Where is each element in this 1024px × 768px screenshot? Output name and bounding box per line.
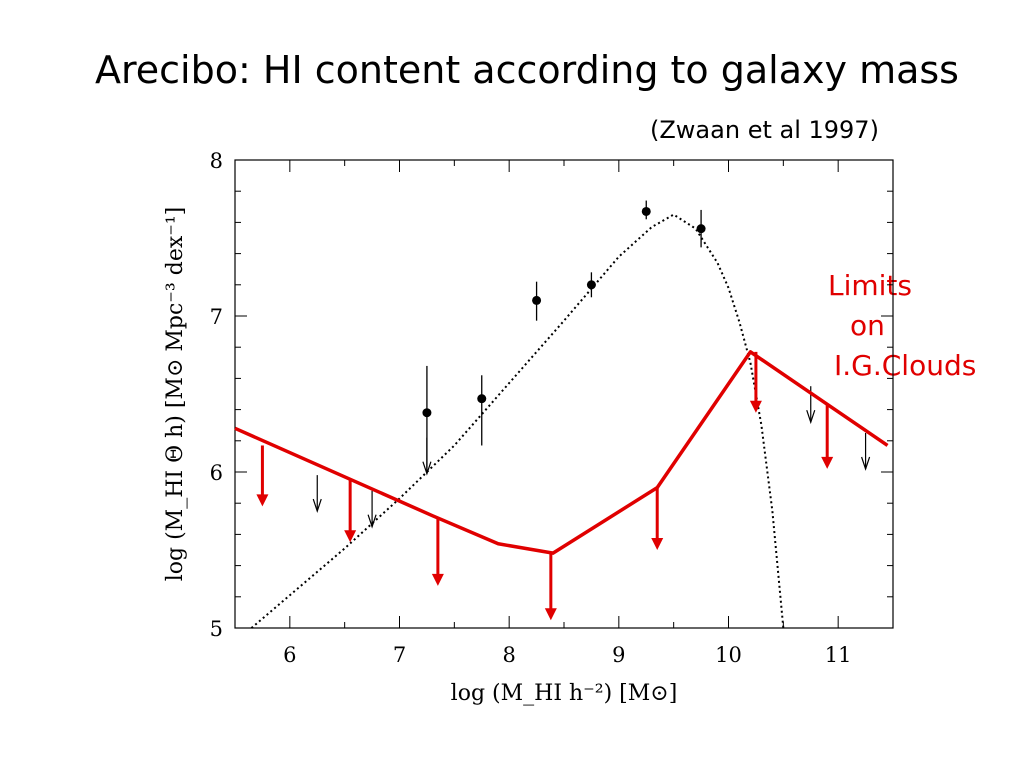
y-tick-label: 6 <box>210 461 223 485</box>
upper-limit-arrowhead <box>312 498 322 514</box>
x-tick-label: 11 <box>825 643 852 667</box>
x-axis-label: log (M_HI h⁻²) [M⊙] <box>451 681 678 706</box>
x-tick-label: 6 <box>283 643 296 667</box>
tick-labels: 6 7 8 9 10 11 5 6 7 8 <box>210 149 852 667</box>
data-point <box>532 295 542 305</box>
x-tick-label: 8 <box>502 643 515 667</box>
upper-limit-layer <box>312 386 871 529</box>
x-tick-label: 7 <box>393 643 406 667</box>
x-tick-label: 9 <box>612 643 625 667</box>
y-tick-label: 5 <box>210 617 223 641</box>
citation: (Zwaan et al 1997) <box>650 116 879 144</box>
slide-title: Arecibo: HI content according to galaxy … <box>95 48 959 92</box>
axis-ticks <box>234 159 894 629</box>
data-point <box>422 408 432 418</box>
ig-cloud-arrowhead <box>431 573 444 586</box>
y-axis-label: log (M_HI Θ h) [M⊙ Mpc⁻³ dex⁻¹] <box>163 207 188 582</box>
x-tick-label: 10 <box>715 643 742 667</box>
annotation-line-2: on <box>850 309 885 342</box>
upper-limit-arrowhead <box>422 461 432 476</box>
plot-frame <box>234 159 894 629</box>
annotation-line-1: Limits <box>828 269 912 302</box>
fit-curve <box>250 213 785 629</box>
error-bar-layer <box>422 200 706 472</box>
y-tick-label: 7 <box>210 305 223 329</box>
ig-cloud-arrowhead <box>749 400 762 413</box>
ig-cloud-limit-line <box>234 350 889 555</box>
annotation-line-3: I.G.Clouds <box>834 349 977 382</box>
ig-cloud-arrowhead <box>544 608 557 621</box>
y-tick-label: 8 <box>210 149 223 173</box>
upper-limit-arrowhead <box>367 514 377 529</box>
data-point <box>696 224 706 234</box>
ig-cloud-limits-layer <box>234 350 889 621</box>
ig-cloud-arrowhead <box>651 538 664 550</box>
data-point <box>586 280 596 290</box>
upper-limit-arrowhead <box>806 410 816 425</box>
data-point <box>641 206 651 216</box>
annotation-limits: Limits on I.G.Clouds <box>828 266 976 386</box>
upper-limit-arrowhead <box>861 456 871 471</box>
fit-curve-layer <box>250 213 785 629</box>
ig-cloud-arrowhead <box>821 456 834 469</box>
ig-cloud-arrowhead <box>344 530 357 543</box>
ig-cloud-arrowhead <box>256 494 269 507</box>
data-point <box>477 394 487 404</box>
